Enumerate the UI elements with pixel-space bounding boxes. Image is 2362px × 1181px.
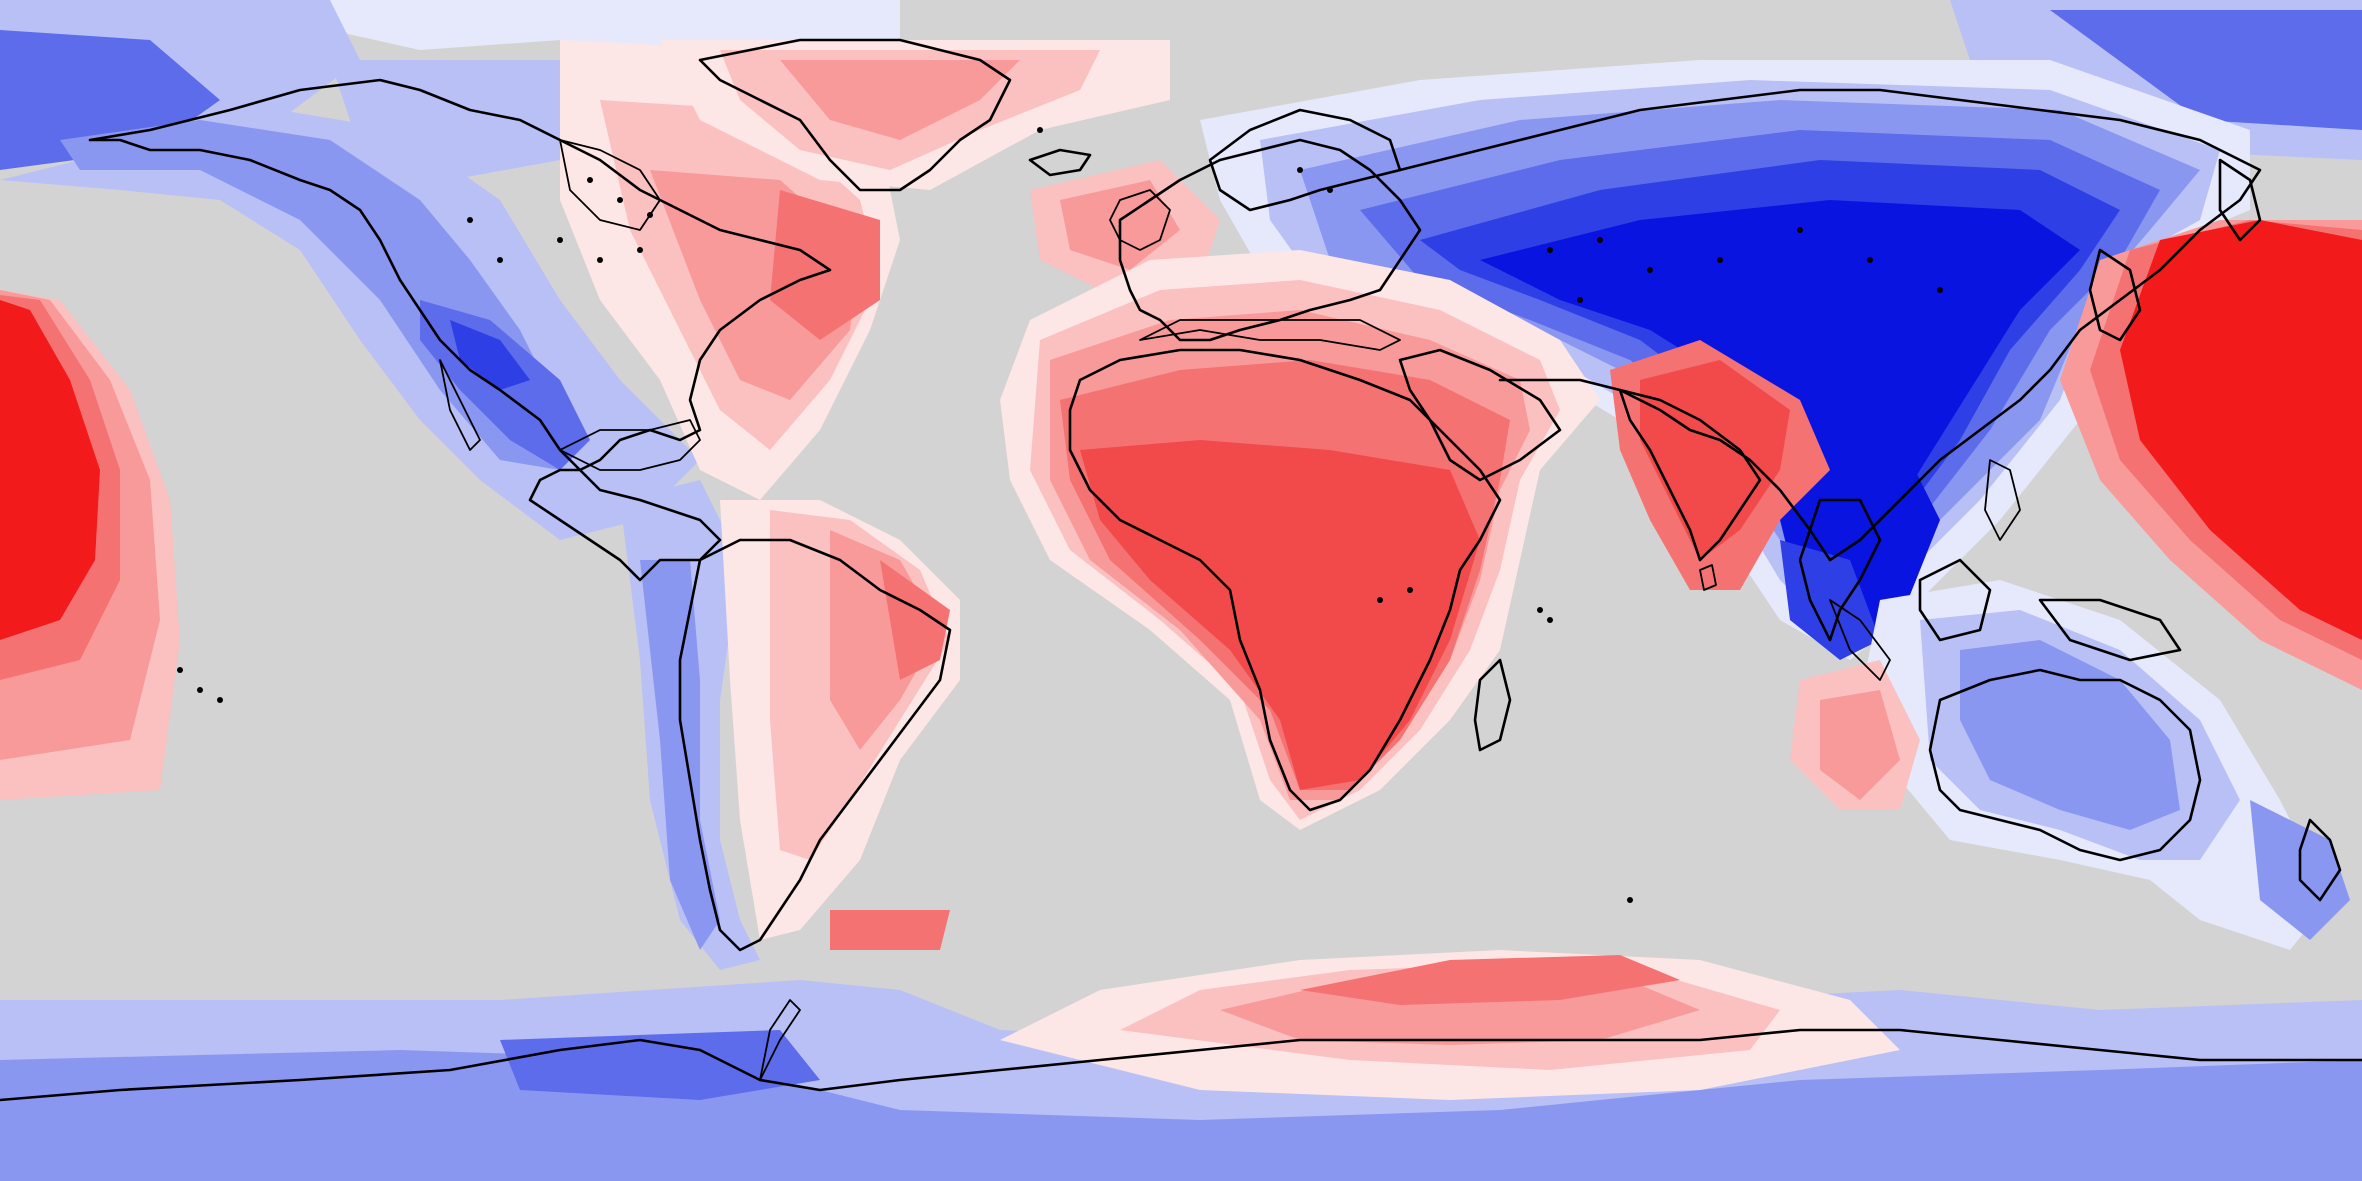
coastline-india [1618,388,1762,562]
coastline-australia [1928,668,2202,862]
south-america-negative-west-core [640,560,720,950]
coastline-sumatra [1829,599,1891,681]
coastline-scandinavia [1208,108,1402,212]
island-speck [1547,247,1553,253]
coastline-south-america [678,538,952,952]
island-speck [637,247,643,253]
central-pacific-positive-core [0,300,100,640]
coastline-japan [2088,248,2142,342]
south-america-east-positive [880,560,950,680]
coastline-antarctic-peninsula [759,999,801,1081]
north-atlantic-positive [770,190,880,340]
island-speck [1937,287,1943,293]
island-speck [1647,267,1653,273]
northwest-pacific-positive-core [2120,220,2362,640]
coastline-british-isles [1109,189,1171,251]
island-speck [647,212,653,218]
coastline-baja [439,359,481,451]
coastline-asia-north [1398,88,2262,562]
coastline-gulf-of-mexico [559,419,701,471]
island-speck [1037,127,1043,133]
coastline-north-america [88,78,832,582]
coastline-greenland [698,38,1012,192]
coastline-kamchatka [2218,158,2262,242]
coastline-europe [1118,138,1422,342]
coastline-africa [1068,348,1502,812]
arctic-east-negative-core [2050,10,2362,130]
island-speck [587,177,593,183]
island-speck [497,257,503,263]
island-speck [1597,237,1603,243]
australia-negative-core [1960,640,2180,830]
antarctica-positive-arc-center [1300,955,1680,1005]
island-speck [1717,257,1723,263]
coastline-new-guinea [2038,598,2182,662]
coastline-sri-lanka [1699,564,1717,591]
coastline-indochina [1798,498,1882,642]
island-speck [597,257,603,263]
island-speck [197,687,203,693]
island-speck [617,197,623,203]
island-speck [1327,187,1333,193]
western-us-negative-center [450,320,530,390]
eurasia-negative-core [1480,200,2080,560]
antarctica-bottom-band [0,1120,2362,1181]
island-speck [1867,257,1873,263]
coastlines [0,38,2362,1102]
island-speck [1407,587,1413,593]
coastal-detail [177,127,1943,903]
coastline-madagascar [1473,658,1512,752]
island-speck [1297,167,1303,173]
coastline-borneo [1918,558,1992,642]
north-america-negative-mid [60,120,560,470]
coastline-antarctica [0,1028,2362,1102]
island-speck [1547,617,1553,623]
coastline-philippines [1984,459,2021,541]
coastline-new-zealand [2298,818,2342,902]
island-speck [1627,897,1633,903]
africa-positive-core [1080,440,1480,790]
coastline-mediterranean [1139,319,1401,351]
indian-ocean-positive-core [1820,690,1900,800]
island-speck [557,237,563,243]
coastline-arabia [1398,348,1562,482]
coastline-iceland [1028,148,1092,177]
greenland-positive-core [780,60,1020,140]
island-speck [1797,227,1803,233]
island-speck [217,697,223,703]
island-speck [177,667,183,673]
south-atlantic-positive-patch [830,910,950,950]
island-speck [1377,597,1383,603]
island-speck [1577,297,1583,303]
island-speck [467,217,473,223]
island-speck [1537,607,1543,613]
